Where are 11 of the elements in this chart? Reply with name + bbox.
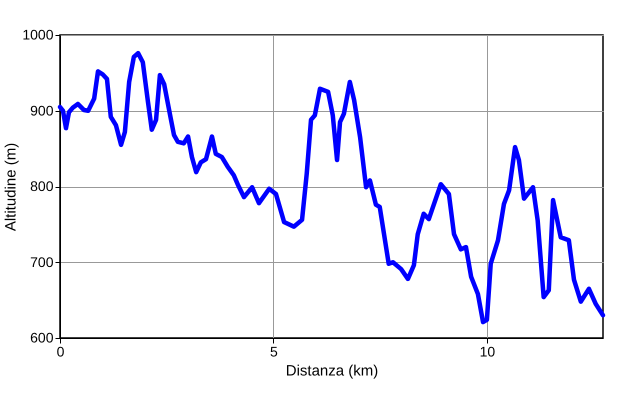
x-tick-label: 5 — [270, 344, 278, 360]
y-tick-label: 900 — [30, 102, 54, 118]
x-tick-label: 0 — [56, 344, 65, 360]
y-tick-label: 1000 — [22, 26, 54, 42]
x-tick-label: 10 — [480, 344, 496, 360]
y-tick-label: 700 — [30, 254, 54, 270]
y-tick-label: 600 — [30, 330, 54, 346]
y-tick-label: 800 — [30, 178, 54, 194]
x-axis-title: Distanza (km) — [286, 362, 378, 380]
line-series — [58, 50, 606, 324]
y-axis-title: Altitudine (m) — [2, 142, 20, 232]
